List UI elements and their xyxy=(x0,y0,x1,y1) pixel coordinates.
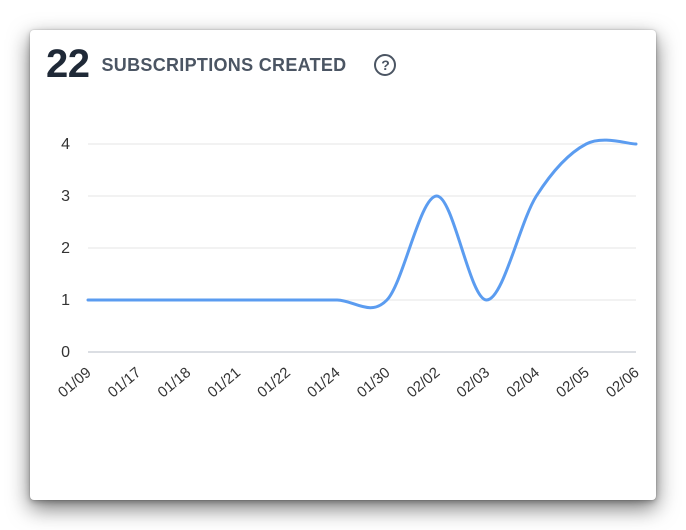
x-tick-label: 01/24 xyxy=(304,364,344,401)
y-tick-label: 1 xyxy=(61,292,70,309)
x-tick-label: 02/02 xyxy=(404,364,444,401)
x-tick-label: 02/06 xyxy=(603,364,643,401)
question-circle-icon[interactable]: ? xyxy=(374,54,397,76)
line-chart: 0 1 2 3 4 01/09 01/17 01/18 01/21 01/22 01/24 01/3… xyxy=(55,136,643,401)
y-tick-label: 2 xyxy=(61,240,70,257)
x-tick-label: 01/17 xyxy=(105,364,145,401)
x-tick-label: 01/22 xyxy=(254,364,294,401)
metric-value: 22 xyxy=(46,41,90,86)
series-line xyxy=(86,138,638,310)
x-tick-label: 01/18 xyxy=(155,364,195,401)
card-header: 22 SUBSCRIPTIONS CREATED ? xyxy=(46,41,397,86)
y-tick-label: 0 xyxy=(61,344,70,361)
y-tick-label: 3 xyxy=(61,188,70,205)
x-tick-label: 02/03 xyxy=(453,364,493,401)
x-tick-label: 02/04 xyxy=(503,364,543,401)
metric-label: SUBSCRIPTIONS CREATED xyxy=(101,54,347,75)
x-tick-label: 01/09 xyxy=(55,364,95,401)
x-tick-label: 01/21 xyxy=(204,364,244,401)
y-tick-label: 4 xyxy=(61,136,70,153)
grid-lines xyxy=(88,143,636,353)
y-axis-tick-labels: 0 1 2 3 4 xyxy=(61,136,70,361)
x-axis-tick-labels: 01/09 01/17 01/18 01/21 01/22 01/24 01/30 02/02… xyxy=(55,364,643,401)
series-group xyxy=(86,138,638,310)
x-tick-label: 01/30 xyxy=(354,364,394,401)
x-tick-label: 02/05 xyxy=(553,364,593,401)
